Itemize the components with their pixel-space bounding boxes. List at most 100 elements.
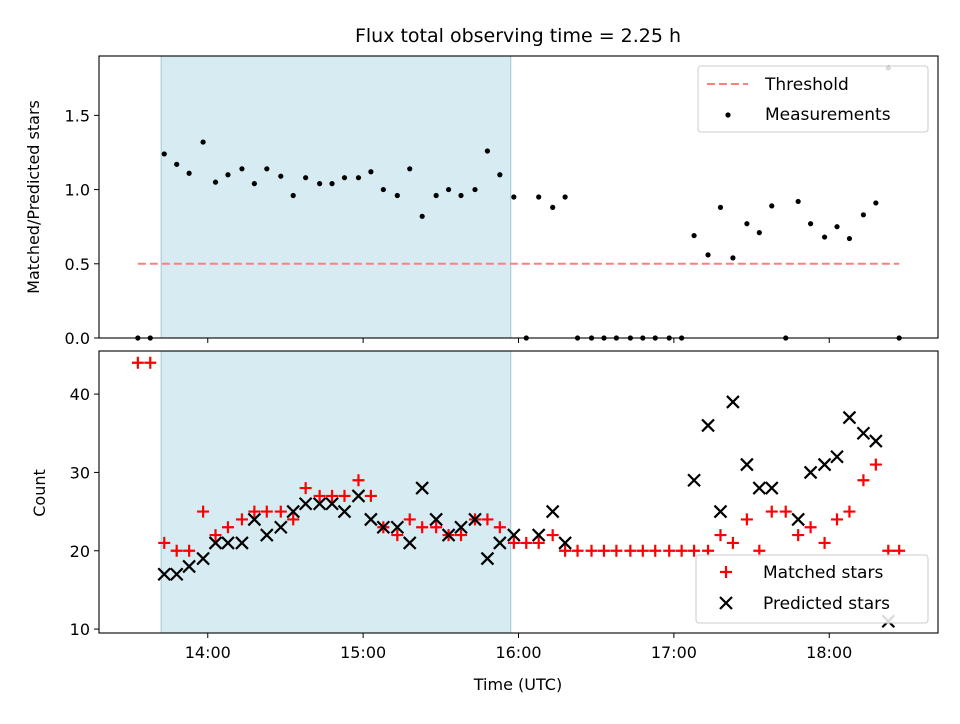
matched-star-marker <box>804 521 817 534</box>
predicted-star-marker <box>869 434 883 448</box>
measurement-point <box>161 151 167 157</box>
bottom-x-tick-label: 18:00 <box>806 643 852 662</box>
matched-star-marker <box>843 505 856 518</box>
matched-star-marker <box>416 521 429 534</box>
predicted-star-marker <box>169 567 184 582</box>
predicted-star-marker <box>558 536 572 550</box>
bottom-x-tick-label: 16:00 <box>495 643 541 662</box>
predicted-star-marker <box>196 551 210 566</box>
matched-star-marker <box>183 544 196 557</box>
matched-star-marker <box>131 356 144 369</box>
bottom-x-tick-label: 17:00 <box>651 643 697 662</box>
matched-star-marker <box>585 544 598 557</box>
measurement-point <box>511 194 517 200</box>
matched-star-marker <box>869 458 882 471</box>
top-y-tick-label: 1.0 <box>65 181 90 200</box>
matched-star-marker <box>507 536 520 549</box>
predicted-star-marker <box>376 520 391 535</box>
measurement-point <box>691 232 697 239</box>
top-highlight-span <box>160 55 512 339</box>
top-panel: 0.0 0.5 1.0 1.5 Flux total observing time =… <box>24 25 939 348</box>
predicted-star-marker <box>325 496 339 511</box>
matched-star-marker <box>610 544 623 557</box>
predicted-star-marker <box>480 551 495 566</box>
top-legend: Threshold Measurements <box>697 65 929 133</box>
legend-predicted-label: Predicted stars <box>763 594 890 614</box>
predicted-star-marker <box>298 496 313 511</box>
legend-measurements-label: Measurements <box>765 105 891 125</box>
matched-star-marker <box>740 513 753 526</box>
bottom-x-tick-label: 15:00 <box>340 643 386 662</box>
matched-star-marker <box>209 529 222 542</box>
measurement-point <box>394 192 400 199</box>
predicted-star-marker <box>545 504 560 519</box>
bottom-legend-box <box>695 554 929 624</box>
bottom-y-tick-label: 40 <box>70 385 90 404</box>
measurement-point <box>186 170 192 176</box>
predicted-star-marker <box>687 473 701 488</box>
bottom-y-ticks: 10 20 30 40 <box>70 385 99 639</box>
measurement-point <box>717 204 724 210</box>
bottom-panel: 10 20 30 40 14:00 15:00 16:00 17:00 18:00 Count… <box>30 350 939 694</box>
matched-star-marker <box>726 536 739 549</box>
predicted-star-marker <box>351 489 366 503</box>
measurement-point <box>730 255 736 261</box>
measurement-point <box>380 186 386 193</box>
predicted-star-marker <box>429 512 443 527</box>
predicted-star-marker <box>247 512 262 527</box>
matched-star-marker <box>571 544 584 557</box>
matched-star-marker <box>520 536 533 549</box>
measurement-point <box>562 194 568 200</box>
predicted-star-marker <box>390 520 405 535</box>
matched-star-marker <box>248 505 261 518</box>
top-y-axis-label: Matched/Predicted stars <box>24 100 43 294</box>
predicted-star-marker <box>402 536 417 550</box>
measurement-point <box>251 181 257 187</box>
legend-matched-swatch <box>720 566 732 578</box>
matched-star-marker <box>326 489 339 502</box>
measurement-point <box>445 186 452 193</box>
measurement-point <box>433 192 439 199</box>
measurement-point <box>303 175 309 181</box>
matched-star-marker <box>559 544 572 557</box>
measurement-point <box>821 234 828 240</box>
measurement-point <box>290 192 296 199</box>
predicted-star-marker <box>726 395 740 409</box>
predicted-star-marker <box>286 504 300 519</box>
matched-star-marker <box>197 505 210 518</box>
matched-star-marker <box>391 529 404 542</box>
legend-matched-label: Matched stars <box>763 563 883 583</box>
predicted-star-marker <box>713 504 728 519</box>
measurement-point <box>536 194 542 200</box>
matched-star-marker <box>403 513 416 526</box>
matched-star-marker <box>688 544 701 557</box>
predicted-star-marker <box>415 481 429 495</box>
bottom-predicted-markers <box>157 395 896 629</box>
bottom-y-tick-label: 20 <box>70 542 90 561</box>
matched-star-marker <box>714 529 727 542</box>
measurement-point <box>317 181 323 187</box>
matched-star-marker <box>624 544 637 557</box>
top-legend-box <box>697 65 929 133</box>
measurement-point <box>860 212 867 218</box>
measurement-point <box>846 235 853 242</box>
legend-measurements-swatch <box>725 112 731 118</box>
matched-star-marker <box>313 489 326 502</box>
top-y-tick-label: 1.5 <box>65 106 90 125</box>
matched-star-marker <box>663 544 676 557</box>
measurement-point <box>407 166 413 172</box>
matched-star-marker <box>260 505 273 518</box>
predicted-star-marker <box>803 465 818 480</box>
bottom-y-tick-label: 30 <box>70 463 90 482</box>
matched-star-marker <box>857 474 870 487</box>
measurement-point <box>174 161 180 167</box>
top-y-tick-label: 0.0 <box>65 329 90 348</box>
matched-star-marker <box>636 544 649 557</box>
matched-star-marker <box>221 521 234 534</box>
measurement-point <box>355 175 362 181</box>
measurement-point <box>368 169 374 175</box>
legend-predicted-swatch <box>719 596 733 610</box>
matched-star-marker <box>287 513 300 526</box>
bottom-y-tick-label: 10 <box>70 620 90 639</box>
